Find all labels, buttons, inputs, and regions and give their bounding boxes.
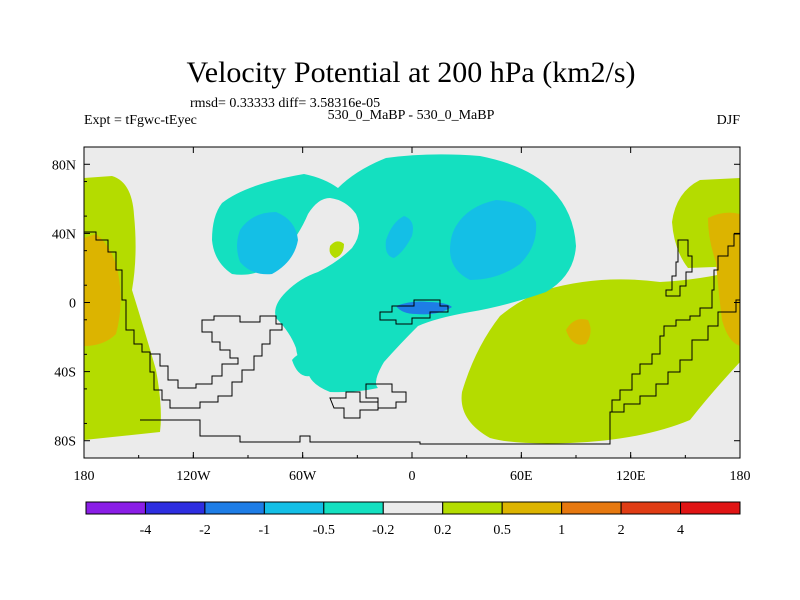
colorbar-swatch xyxy=(501,501,563,515)
x-tick-label: 60W xyxy=(289,469,317,484)
negative-region-atlantic xyxy=(292,352,314,377)
coastline-west-continent xyxy=(84,231,283,409)
positive-region-southeast xyxy=(461,270,740,444)
colorbar-swatch xyxy=(144,501,206,515)
x-tick-label: 120W xyxy=(176,469,211,484)
colorbar-swatch xyxy=(382,501,444,515)
y-tick-label: 40S xyxy=(54,366,76,381)
colorbar-swatch xyxy=(561,501,622,515)
negative-region-hole xyxy=(329,241,344,258)
colorbar-swatch xyxy=(263,501,325,515)
colorbar-swatch xyxy=(442,501,503,515)
experiment-label: Expt = tFgwc-tEyec xyxy=(84,113,197,128)
coastline-east-north xyxy=(665,239,693,297)
season-label: DJF xyxy=(717,113,741,128)
colorbar-label: -1 xyxy=(259,523,271,538)
colorbar-label: 0.5 xyxy=(493,523,511,538)
positive-core-west xyxy=(84,234,121,346)
x-tick-label: 180 xyxy=(74,469,95,484)
stats-label: rmsd= 0.33333 diff= 3.58316e-05 xyxy=(190,96,380,111)
period-label: 530_0_MaBP - 530_0_MaBP xyxy=(328,108,495,123)
x-tick-label: 120E xyxy=(616,469,646,484)
negative-core-east xyxy=(450,200,537,280)
colorbar-swatch xyxy=(680,501,741,515)
coastline-east-continent xyxy=(611,233,740,413)
colorbar-label: -0.2 xyxy=(372,523,394,538)
axis-ticks: 180 120W 60W 0 60E 120E 180 80N 40N 0 40S 80S xyxy=(52,146,751,484)
colorbar-swatch xyxy=(85,501,146,515)
y-tick-label: 80N xyxy=(52,158,76,173)
y-tick-label: 0 xyxy=(69,297,76,312)
colorbar-label: -2 xyxy=(199,523,211,538)
x-tick-label: 0 xyxy=(409,469,416,484)
colorbar-label: 1 xyxy=(558,523,565,538)
coastline-islands-south-2 xyxy=(365,383,407,409)
x-tick-label: 180 xyxy=(730,469,751,484)
coastline-south-west xyxy=(140,411,612,445)
negative-core-tiny xyxy=(396,301,452,315)
map-field xyxy=(84,147,740,458)
coastlines xyxy=(84,231,740,445)
colorbar-swatch xyxy=(323,501,384,515)
colorbar-swatch xyxy=(620,501,682,515)
colorbar-swatch xyxy=(204,501,265,515)
colorbar-label: -4 xyxy=(140,523,152,538)
colorbar-label: 0.2 xyxy=(434,523,452,538)
colorbar-label: 4 xyxy=(677,523,684,538)
chart-title: Velocity Potential at 200 hPa (km2/s) xyxy=(186,56,635,89)
y-tick-label: 80S xyxy=(54,435,76,450)
colorbar-label: -0.5 xyxy=(313,523,335,538)
coastline-islands-south xyxy=(329,391,379,419)
colorbar: -4 -2 -1 -0.5 -0.2 0.2 0.5 1 2 4 xyxy=(85,501,741,538)
coastline-small-center xyxy=(379,299,449,325)
x-tick-label: 60E xyxy=(510,469,533,484)
y-tick-label: 40N xyxy=(52,227,76,242)
negative-core-central xyxy=(385,216,413,258)
colorbar-label: 2 xyxy=(618,523,625,538)
positive-core-south xyxy=(566,319,591,345)
negative-core-west xyxy=(237,212,298,275)
